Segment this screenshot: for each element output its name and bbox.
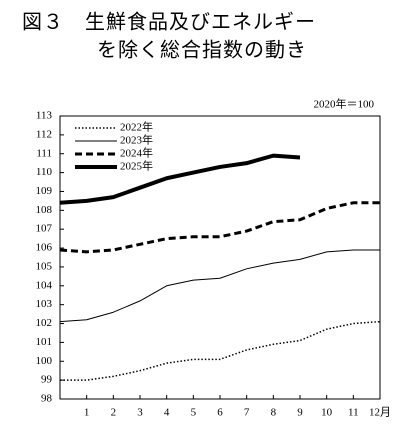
series-line [60, 320, 381, 381]
y-tick-label: 98 [41, 393, 53, 405]
x-tick-label: 10 [321, 407, 333, 419]
x-tick-label: 7 [244, 407, 250, 419]
y-tick-label: 101 [36, 336, 53, 348]
x-tick-label: 6 [217, 407, 223, 419]
y-tick-label: 110 [36, 166, 53, 178]
legend-label: 2025年 [120, 159, 153, 173]
x-tick-label: 1 [84, 407, 90, 419]
y-tick-label: 103 [36, 298, 53, 310]
x-tick-label: 11 [348, 407, 359, 419]
chart-title: を除く総合指数の動き [97, 39, 307, 62]
y-tick-label: 106 [36, 242, 53, 254]
y-tick-label: 108 [36, 204, 53, 216]
x-tick-label: 4 [164, 407, 170, 419]
y-tick-label: 100 [36, 355, 53, 367]
legend-label: 2022年 [120, 120, 153, 134]
x-tick-label: 5 [191, 407, 197, 419]
x-tick-label: 8 [271, 407, 277, 419]
x-tick-label: 3 [137, 407, 143, 419]
y-tick-label: 102 [36, 317, 53, 329]
legend-label: 2024年 [120, 146, 153, 160]
y-tick-label: 107 [36, 223, 53, 235]
plot-frame [59, 115, 381, 400]
series-line [59, 153, 301, 205]
y-tick-label: 105 [36, 260, 53, 272]
legend-label: 2023年 [120, 133, 153, 147]
y-tick-label: 99 [41, 374, 53, 386]
x-tick-label: 12月 [369, 407, 391, 419]
series-line [59, 249, 380, 323]
series-line [59, 201, 380, 254]
x-tick-label: 9 [297, 407, 303, 419]
y-tick-label: 113 [36, 110, 53, 122]
y-tick-label: 104 [36, 279, 53, 291]
annotation: 2020年＝100 [314, 97, 375, 111]
y-tick-label: 112 [36, 128, 52, 140]
chart-title: 図３ 生鮮食品及びエネルギー [22, 11, 316, 34]
y-tick-label: 109 [36, 185, 53, 197]
x-tick-label: 2 [111, 407, 117, 419]
y-tick-label: 111 [36, 147, 52, 159]
